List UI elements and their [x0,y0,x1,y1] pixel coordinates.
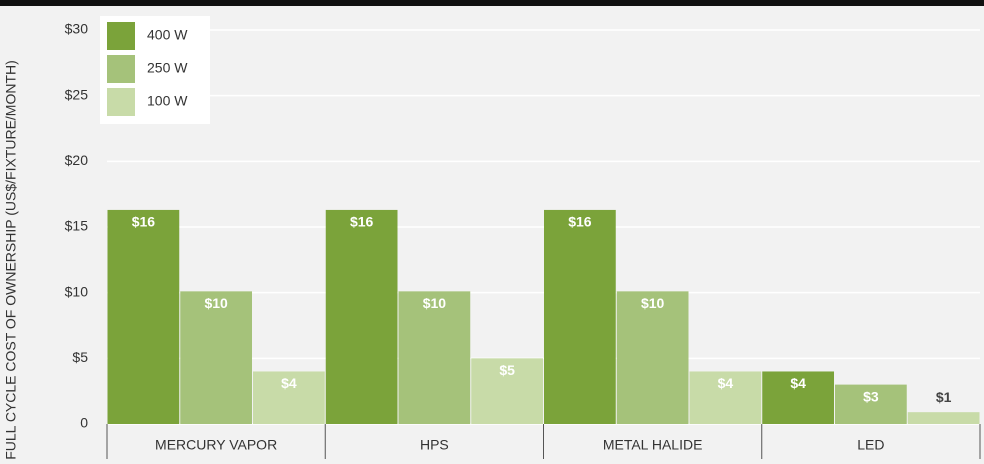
value-label: $10 [204,295,228,311]
bar [253,371,325,424]
y-axis-label: FULL CYCLE COST OF OWNERSHIP (US$/FIXTUR… [3,60,19,459]
bar [471,358,543,424]
value-label: $16 [132,214,156,230]
x-tick-label: HPS [420,437,449,453]
value-label: $3 [863,388,879,404]
y-tick-label: $20 [65,152,89,168]
y-tick-label: $10 [65,283,89,299]
bar [325,209,398,424]
value-label: $4 [281,375,297,391]
bar [398,291,471,424]
value-label: $10 [641,295,665,311]
y-tick-label: 0 [80,415,88,431]
legend-swatch [107,22,135,50]
bar [907,412,980,424]
value-label: $10 [423,295,447,311]
legend-swatch [107,55,135,83]
bar [762,371,834,424]
x-tick-label: LED [857,437,884,453]
bar [107,209,180,424]
y-tick-label: $30 [65,21,89,37]
x-tick-label: MERCURY VAPOR [155,437,277,453]
bar [616,291,689,424]
top-band [0,0,984,6]
x-tick-label: METAL HALIDE [603,437,703,453]
legend-label: 400 W [147,27,188,43]
value-label: $16 [350,214,374,230]
bar [180,291,252,424]
bar [544,209,616,424]
bar [689,371,762,424]
legend-label: 250 W [147,60,188,76]
value-label: $16 [568,214,592,230]
value-label: $1 [936,389,952,405]
value-label: $5 [499,362,515,378]
legend-label: 100 W [147,93,188,109]
y-tick-label: $15 [65,218,89,234]
value-label: $4 [790,375,806,391]
bar [835,384,907,424]
value-label: $4 [718,375,734,391]
y-tick-label: $5 [72,349,88,365]
y-tick-label: $25 [65,86,89,102]
legend-swatch [107,88,135,116]
